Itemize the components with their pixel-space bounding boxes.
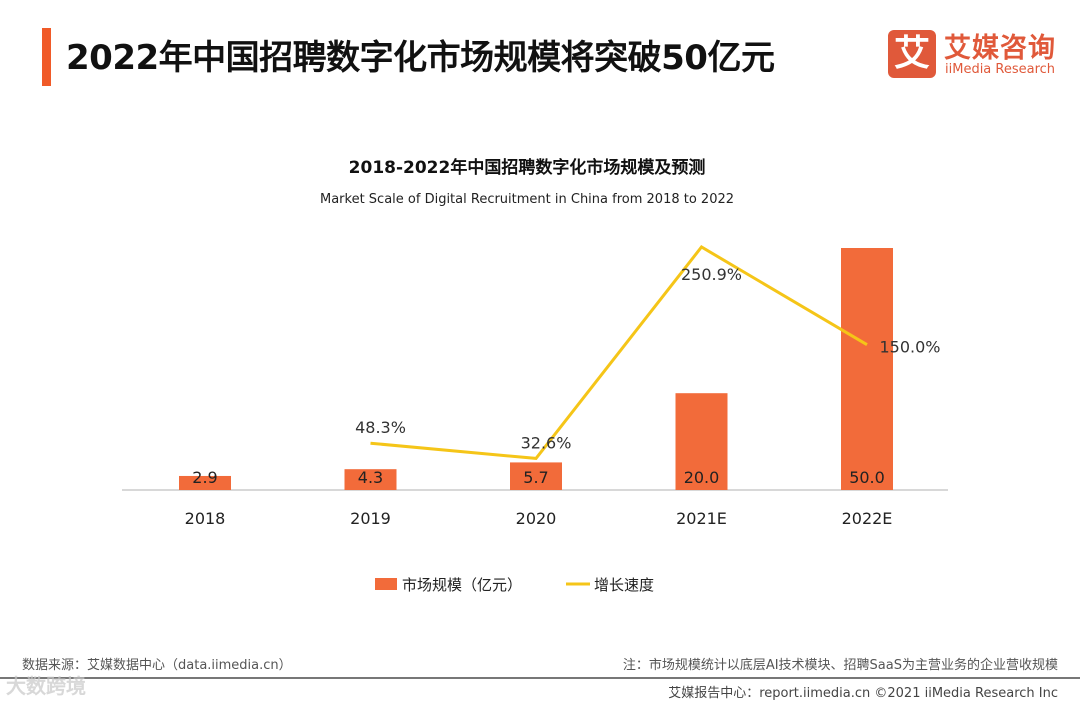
bar-label-2019: 4.3	[358, 468, 383, 487]
logo: 艾 艾媒咨询 iiMedia Research	[888, 30, 1068, 80]
page-title: 2022年中国招聘数字化市场规模将突破50亿元	[66, 38, 775, 78]
x-tick-2019: 2019	[350, 509, 391, 528]
watermark: 大数跨境	[6, 674, 86, 698]
legend-bar-label: 市场规模（亿元）	[402, 576, 522, 594]
bar-2022E	[841, 248, 893, 490]
line-label-2019: 48.3%	[355, 418, 406, 437]
bar-2019	[344, 469, 397, 490]
footer-divider	[0, 677, 1080, 679]
chart-title: 2018-2022年中国招聘数字化市场规模及预测	[349, 157, 706, 178]
note-text: 注：市场规模统计以底层AI技术模块、招聘SaaS为主营业务的企业营收规模	[622, 658, 1058, 673]
bar-label-2020: 5.7	[523, 468, 548, 487]
bar-label-2021E: 20.0	[684, 468, 720, 487]
legend-bar-swatch	[375, 578, 397, 590]
x-tick-2018: 2018	[185, 509, 226, 528]
source-text: 数据来源：艾媒数据中心（data.iimedia.cn）	[22, 658, 292, 673]
line-label-2020: 32.6%	[521, 433, 572, 452]
footer-credit: 艾媒报告中心：report.iimedia.cn ©2021 iiMedia R…	[668, 686, 1058, 701]
bar-2020	[510, 462, 562, 490]
logo-cn: 艾媒咨询	[944, 33, 1056, 64]
bar-2018	[179, 475, 231, 490]
line-label-2022E: 150.0%	[879, 338, 940, 357]
chart-subtitle: Market Scale of Digital Recruitment in C…	[320, 192, 734, 207]
logo-en: iiMedia Research	[945, 62, 1056, 77]
x-tick-2022E: 2022E	[842, 509, 893, 528]
legend-line-label: 增长速度	[594, 576, 654, 594]
logo-mark: 艾	[888, 30, 936, 78]
title-accent-bar	[42, 28, 51, 86]
bar-label-2022E: 50.0	[849, 468, 885, 487]
bar-2021E	[675, 393, 728, 490]
growth-line	[370, 245, 868, 460]
x-tick-2021E: 2021E	[676, 509, 727, 528]
bar-label-2018: 2.9	[192, 468, 217, 487]
line-label-2021E: 250.9%	[681, 265, 742, 284]
x-tick-2020: 2020	[516, 509, 557, 528]
